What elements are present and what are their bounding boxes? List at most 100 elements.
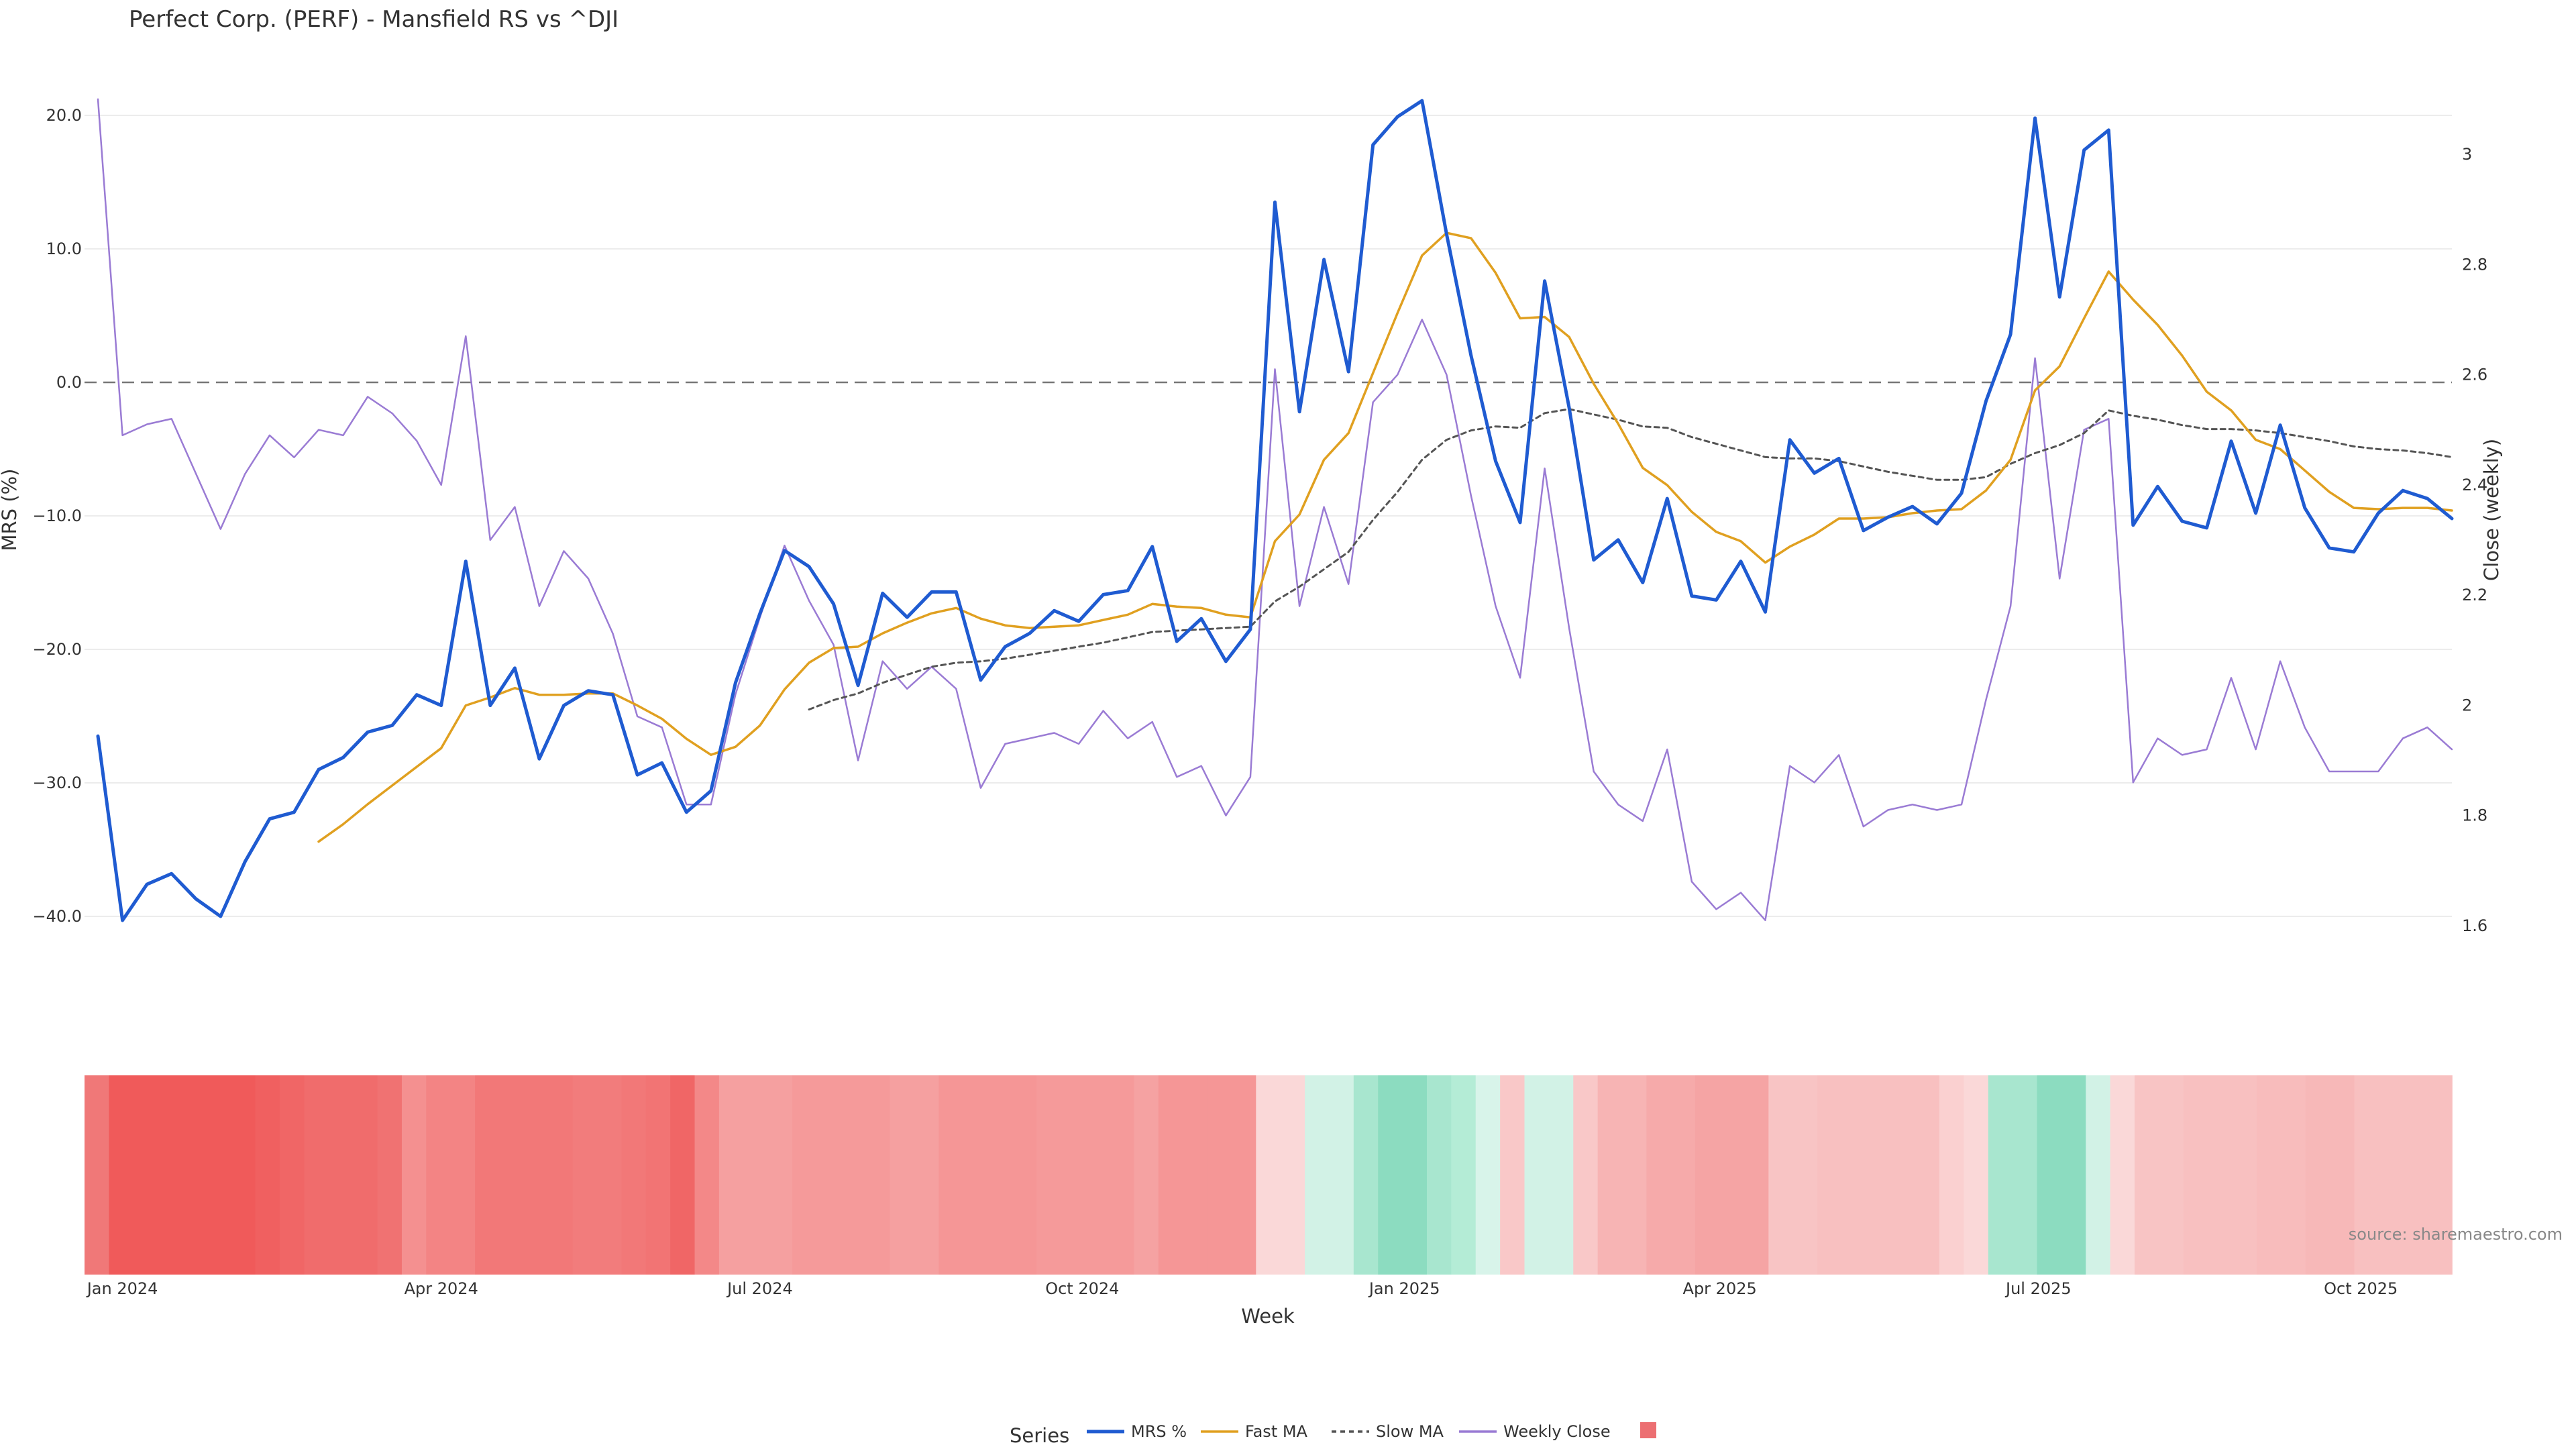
y2-tick-label: 1.8 bbox=[2462, 806, 2487, 825]
heatmap-cell bbox=[597, 1075, 623, 1275]
series-fast-ma-line bbox=[317, 231, 2453, 843]
heatmap-cell bbox=[1353, 1075, 1379, 1275]
y-tick-label: −40.0 bbox=[32, 907, 82, 926]
heatmap-cell bbox=[1768, 1075, 1794, 1275]
heatmap-cell bbox=[1939, 1075, 1965, 1275]
heatmap-cell bbox=[767, 1075, 793, 1275]
legend-label: Slow MA bbox=[1376, 1422, 1444, 1441]
heatmap-cell bbox=[1841, 1075, 1867, 1275]
heatmap-cell bbox=[2232, 1075, 2257, 1275]
heatmap-cell bbox=[2330, 1075, 2355, 1275]
heatmap-cell bbox=[353, 1075, 378, 1275]
legend-label: MRS % bbox=[1131, 1422, 1187, 1441]
heatmap-cell bbox=[1475, 1075, 1501, 1275]
heatmap-cell bbox=[158, 1075, 183, 1275]
legend-title: Series bbox=[1010, 1424, 1069, 1447]
heatmap-cell bbox=[572, 1075, 598, 1275]
heatmap-cell bbox=[792, 1075, 818, 1275]
heatmap-cell bbox=[1524, 1075, 1550, 1275]
heatmap-cell bbox=[938, 1075, 964, 1275]
heatmap-cell bbox=[1426, 1075, 1452, 1275]
heatmap-cell bbox=[914, 1075, 940, 1275]
y2-axis-title: Close (weekly) bbox=[2480, 439, 2503, 581]
y2-axis-ticks: 3 2.8 2.6 2.4 2.2 2 1.8 1.6 bbox=[2462, 145, 2487, 935]
x-tick-label: Jan 2025 bbox=[1368, 1279, 1440, 1298]
legend-label: Weekly Close bbox=[1503, 1422, 1611, 1441]
x-axis-title: Week bbox=[1241, 1305, 1295, 1328]
heatmap-cell bbox=[718, 1075, 745, 1275]
heatmap-cell bbox=[1817, 1075, 1843, 1275]
heatmap-cell bbox=[1329, 1075, 1354, 1275]
y-axis-title: MRS (%) bbox=[0, 469, 21, 551]
heatmap-cell bbox=[2281, 1075, 2306, 1275]
heatmap-cell bbox=[1085, 1075, 1110, 1275]
heatmap-cell bbox=[328, 1075, 354, 1275]
heatmap-cell bbox=[2110, 1075, 2135, 1275]
heatmap-cell bbox=[1719, 1075, 1745, 1275]
heatmap-cell bbox=[645, 1075, 671, 1275]
heatmap-cell bbox=[1280, 1075, 1305, 1275]
heatmap-cell bbox=[2378, 1075, 2404, 1275]
heatmap-cell bbox=[1573, 1075, 1599, 1275]
series-lines bbox=[96, 98, 2454, 922]
y-tick-label: −20.0 bbox=[32, 640, 82, 659]
y-tick-label: 20.0 bbox=[46, 106, 82, 125]
legend: Series MRS % Fast MA Slow MA Weekly Close bbox=[1010, 1422, 1656, 1447]
heatmap-cell bbox=[1988, 1075, 2013, 1275]
y-axis-ticks: 20.0 10.0 0.0 −10.0 −20.0 −30.0 −40.0 bbox=[32, 106, 82, 926]
heatmap-cell bbox=[206, 1075, 232, 1275]
heatmap-cell bbox=[109, 1075, 134, 1275]
heatmap-cell bbox=[2159, 1075, 2184, 1275]
y-tick-label: 0.0 bbox=[56, 373, 82, 392]
x-tick-label: Oct 2025 bbox=[2324, 1279, 2398, 1298]
y2-tick-label: 2.6 bbox=[2462, 366, 2487, 384]
heatmap-cell bbox=[1110, 1075, 1135, 1275]
heatmap-cell bbox=[816, 1075, 842, 1275]
heatmap-cell bbox=[1695, 1075, 1721, 1275]
heatmap-cell bbox=[1890, 1075, 1916, 1275]
heatmap-cell bbox=[1012, 1075, 1037, 1275]
heatmap-cell bbox=[2427, 1075, 2453, 1275]
heatmap-cell bbox=[621, 1075, 647, 1275]
heatmap-cell bbox=[1500, 1075, 1525, 1275]
heatmap-cell bbox=[743, 1075, 769, 1275]
heatmap-cell bbox=[890, 1075, 915, 1275]
y2-tick-label: 1.6 bbox=[2462, 916, 2487, 935]
heatmap-cell bbox=[401, 1075, 427, 1275]
x-tick-label: Jan 2024 bbox=[86, 1279, 158, 1298]
series-mrs-line bbox=[96, 99, 2454, 922]
x-tick-label: Apr 2024 bbox=[405, 1279, 478, 1298]
heatmap-cell bbox=[499, 1075, 525, 1275]
heatmap-cell bbox=[1378, 1075, 1403, 1275]
heatmap-cell bbox=[133, 1075, 158, 1275]
heatmap-cell bbox=[450, 1075, 476, 1275]
source-note: source: sharemaestro.com bbox=[2349, 1225, 2563, 1244]
heatmap-cell bbox=[1402, 1075, 1428, 1275]
heatmap-cell bbox=[2086, 1075, 2111, 1275]
y2-tick-label: 2.2 bbox=[2462, 586, 2487, 604]
heatmap-cell bbox=[304, 1075, 329, 1275]
heatmap-cell bbox=[85, 1075, 110, 1275]
grid-lines bbox=[85, 115, 2452, 917]
chart-title: Perfect Corp. (PERF) - Mansfield RS vs ^… bbox=[129, 6, 619, 33]
heatmap-cell bbox=[280, 1075, 305, 1275]
heatmap-cell bbox=[1061, 1075, 1086, 1275]
heatmap-cell bbox=[2012, 1075, 2038, 1275]
legend-heatmap-swatch bbox=[1640, 1422, 1656, 1438]
regime-heatmap bbox=[85, 1075, 2453, 1275]
heatmap-cell bbox=[231, 1075, 256, 1275]
y2-tick-label: 2.8 bbox=[2462, 255, 2487, 274]
series-weekly-close-line bbox=[97, 98, 2453, 922]
heatmap-cell bbox=[1548, 1075, 1574, 1275]
heatmap-cell bbox=[865, 1075, 891, 1275]
heatmap-cell bbox=[1646, 1075, 1672, 1275]
y2-tick-label: 2 bbox=[2462, 696, 2472, 714]
heatmap-cell bbox=[1743, 1075, 1770, 1275]
x-axis-ticks: Jan 2024 Apr 2024 Jul 2024 Oct 2024 Jan 2025… bbox=[86, 1279, 2398, 1298]
heatmap-cell bbox=[523, 1075, 549, 1275]
heatmap-cell bbox=[1231, 1075, 1257, 1275]
heatmap-cell bbox=[2183, 1075, 2208, 1275]
heatmap-cell bbox=[1158, 1075, 1183, 1275]
y2-tick-label: 3 bbox=[2462, 145, 2472, 164]
